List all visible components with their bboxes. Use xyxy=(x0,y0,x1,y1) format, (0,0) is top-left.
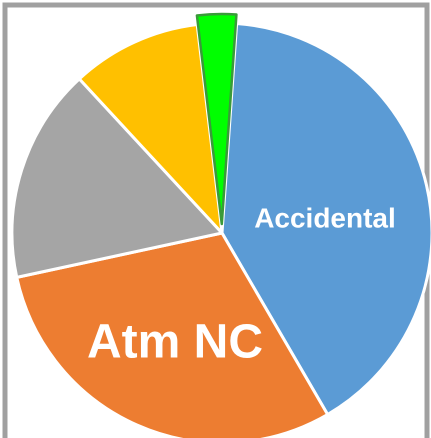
pie xyxy=(10,12,431,438)
pie-slice xyxy=(77,22,224,235)
pie-slice xyxy=(15,231,330,438)
labels: Accidental Atm NC xyxy=(87,202,396,368)
pie-slice xyxy=(10,77,224,279)
slice-label: Atm NC xyxy=(87,316,263,369)
slice-label: Accidental xyxy=(254,202,396,233)
pie-slice xyxy=(220,22,431,416)
pie-slice xyxy=(195,12,238,226)
